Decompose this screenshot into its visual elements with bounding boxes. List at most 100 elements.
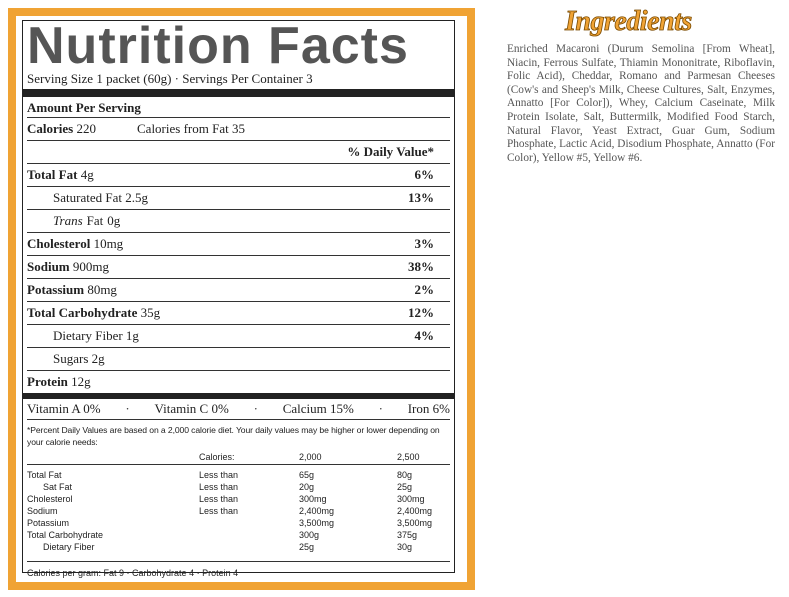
cell: Total Fat bbox=[27, 470, 62, 480]
header-cell: 2,000 bbox=[299, 450, 397, 465]
daily-value: 38% bbox=[408, 259, 434, 274]
cell: 3,500mg bbox=[299, 518, 335, 528]
cell: Less than bbox=[199, 506, 239, 516]
table-row: Total Fat Less than 65g 80g bbox=[27, 465, 450, 482]
cell: 2,400mg bbox=[299, 506, 335, 516]
thick-rule bbox=[23, 89, 454, 97]
nutrient-amount: 80mg bbox=[87, 282, 117, 297]
nutrient-label: Sugars bbox=[53, 351, 89, 366]
cell: Less than bbox=[199, 470, 239, 480]
cell: 375g bbox=[397, 530, 418, 540]
cell: Sodium bbox=[27, 506, 58, 516]
calories-amount: 220 bbox=[76, 121, 96, 136]
table-header: Calories: 2,000 2,500 bbox=[27, 450, 450, 465]
nutrient: Sugars 2g bbox=[53, 348, 105, 370]
nutrient: Total Fat 4g bbox=[27, 164, 94, 186]
calories-from-fat: Calories from Fat 35 bbox=[137, 121, 245, 136]
vitamins-row: Vitamin A 0% · Vitamin C 0% · Calcium 15% ·… bbox=[27, 399, 450, 420]
cell: 300g bbox=[299, 530, 320, 540]
nutrient-label: Saturated Fat bbox=[53, 190, 122, 205]
nutrient-amount: 35g bbox=[140, 305, 161, 320]
cell: 25g bbox=[299, 541, 397, 562]
nutrient-row: Total Carbohydrate 35g 12% bbox=[27, 301, 450, 324]
cell: Potassium bbox=[27, 518, 70, 528]
nutrient-row: Total Fat 4g 6% bbox=[27, 163, 450, 186]
nutrient-row: Protein 12g bbox=[27, 370, 450, 393]
separator: · bbox=[253, 401, 258, 416]
separator: · bbox=[378, 401, 383, 416]
cell: 25g bbox=[397, 482, 413, 492]
nutrient: Cholesterol 10mg bbox=[27, 233, 123, 255]
serving-info: Serving Size 1 packet (60g) · Servings P… bbox=[27, 71, 313, 86]
daily-value: 3% bbox=[414, 236, 435, 251]
nutrient-amount: 900mg bbox=[72, 259, 110, 274]
nutrient: Protein 12g bbox=[27, 371, 91, 393]
nutrient-label: Fat bbox=[86, 213, 104, 228]
daily-value: 4% bbox=[414, 328, 435, 343]
nutrient: Potassium 80mg bbox=[27, 279, 117, 301]
thick-rule bbox=[23, 393, 454, 399]
nutrient-label: Potassium bbox=[27, 282, 85, 297]
cell: 3,500mg bbox=[397, 518, 433, 528]
daily-value: 12% bbox=[408, 305, 434, 320]
nutrient: Trans Fat 0g bbox=[53, 210, 120, 232]
calories: Calories 220 bbox=[27, 118, 137, 140]
label-frame: Nutrition Facts Serving Size 1 packet (6… bbox=[8, 8, 475, 590]
nutrient-amount: 2.5g bbox=[125, 190, 148, 205]
nutrient-label: Sodium bbox=[27, 259, 70, 274]
nutrient-row: Potassium 80mg 2% bbox=[27, 278, 450, 301]
cell: Total Carbohydrate bbox=[27, 530, 104, 540]
footnote: *Percent Daily Values are based on a 2,0… bbox=[27, 425, 440, 447]
nutrient-amount: 10mg bbox=[93, 236, 124, 251]
cell: Less than bbox=[199, 482, 239, 492]
nutrient-amount: 2g bbox=[91, 351, 105, 366]
nutrient-row: Sugars 2g bbox=[27, 347, 450, 370]
cell: Dietary Fiber bbox=[27, 541, 199, 562]
nutrient-label: Total Carbohydrate bbox=[27, 305, 138, 320]
separator: · bbox=[125, 401, 130, 416]
daily-value-header-row: % Daily Value* bbox=[27, 140, 450, 163]
vitamin: Vitamin A 0% bbox=[27, 401, 101, 416]
header-cell: 2,500 bbox=[397, 450, 450, 465]
table-row: Sodium Less than 2,400mg 2,400mg bbox=[27, 505, 450, 517]
nutrient-amount: 0g bbox=[107, 213, 121, 228]
daily-value-header: % Daily Value* bbox=[347, 144, 434, 159]
nutrient: Saturated Fat 2.5g bbox=[53, 187, 148, 209]
nutrient: Sodium 900mg bbox=[27, 256, 109, 278]
table-row: Dietary Fiber 25g 30g bbox=[27, 541, 450, 562]
nutrient-row: Trans Fat 0g bbox=[27, 209, 450, 232]
nutrient-label: Dietary Fiber bbox=[53, 328, 123, 343]
cell: 30g bbox=[397, 541, 450, 562]
calories-per-gram: Calories per gram: Fat 9 · Carbohydrate … bbox=[27, 568, 239, 578]
nutrition-label: Nutrition Facts Serving Size 1 packet (6… bbox=[22, 17, 455, 578]
table-row: Total Carbohydrate 300g 375g bbox=[27, 529, 450, 541]
nutrient-label-italic: Trans bbox=[53, 213, 83, 228]
nutrient-amount: 4g bbox=[80, 167, 94, 182]
amount-per-serving: Amount Per Serving bbox=[27, 100, 141, 115]
cell: 2,400mg bbox=[397, 506, 433, 516]
label-title: Nutrition Facts bbox=[27, 17, 409, 75]
nutrient-amount: 12g bbox=[71, 374, 91, 389]
vitamin: Vitamin C 0% bbox=[154, 401, 229, 416]
nutrient-row: Saturated Fat 2.5g 13% bbox=[27, 186, 450, 209]
table-row: Sat Fat Less than 20g 25g bbox=[27, 481, 450, 493]
nutrient-row: Cholesterol 10mg 3% bbox=[27, 232, 450, 255]
daily-value: 6% bbox=[414, 167, 435, 182]
nutrient: Dietary Fiber 1g bbox=[53, 325, 139, 347]
cell: Cholesterol bbox=[27, 494, 73, 504]
nutrient-row: Dietary Fiber 1g 4% bbox=[27, 324, 450, 347]
nutrient: Total Carbohydrate 35g bbox=[27, 302, 160, 324]
vitamin: Calcium 15% bbox=[282, 401, 354, 416]
vitamin: Iron 6% bbox=[407, 401, 450, 416]
nutrient-label: Protein bbox=[27, 374, 68, 389]
ingredients-text: Enriched Macaroni (Durum Semolina [From … bbox=[507, 43, 775, 164]
cell: 80g bbox=[397, 470, 413, 480]
cell: 20g bbox=[299, 482, 315, 492]
daily-values-table: Calories: 2,000 2,500 Total Fat Less than 65… bbox=[27, 450, 450, 562]
nutrient-label: Total Fat bbox=[27, 167, 78, 182]
daily-value: 2% bbox=[414, 282, 435, 297]
calories-row: Calories 220 Calories from Fat 35 bbox=[27, 117, 450, 140]
cell: 300mg bbox=[397, 494, 425, 504]
cell: 65g bbox=[299, 470, 315, 480]
